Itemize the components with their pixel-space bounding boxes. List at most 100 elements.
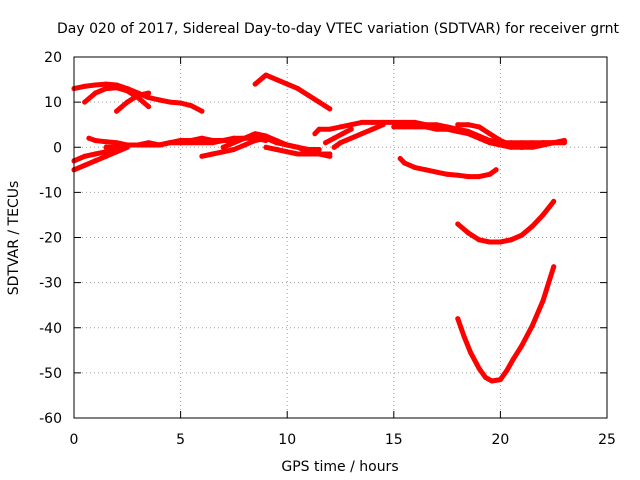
series-17-point-5 [508, 237, 514, 243]
x-tick-label-5: 25 [598, 432, 616, 448]
y-tick-label-7: 10 [44, 95, 62, 111]
series-10-point-6 [327, 151, 333, 157]
series-8-point-3 [231, 147, 237, 152]
series-18-point-8 [510, 356, 516, 362]
series-11-point-1 [316, 126, 322, 132]
x-tick-label-2: 10 [278, 432, 296, 448]
series-0-point-12 [199, 108, 205, 114]
series-9-point-5 [274, 138, 279, 143]
series-16-point-5 [444, 171, 450, 177]
series-15-point-9 [551, 140, 557, 146]
series-7-point-3 [135, 142, 141, 148]
series-15-point-2 [476, 124, 482, 130]
series-9-point-4 [263, 133, 269, 139]
series-8-point-4 [242, 142, 248, 148]
series-12-point-4 [370, 126, 375, 132]
series-2-point-3 [146, 90, 152, 96]
series-6-point-11 [199, 135, 205, 141]
series-10-point-2 [284, 149, 290, 155]
series-0-point-10 [178, 100, 184, 106]
series-16-point-9 [487, 171, 493, 177]
series-17-point-0 [455, 221, 461, 227]
series-7-point-2 [124, 142, 130, 148]
y-tick-label-6: 0 [53, 140, 62, 156]
x-axis-title: GPS time / hours [281, 459, 398, 475]
series-17-point-4 [497, 239, 503, 245]
x-tick-label-0: 0 [70, 432, 79, 448]
series-18-point-10 [529, 323, 535, 328]
series-18-point-1 [461, 334, 467, 340]
series-5-point-3 [103, 149, 109, 155]
series-1-point-1 [92, 90, 98, 96]
series-2-trace [114, 90, 152, 114]
series-14-point-0 [391, 124, 397, 130]
series-12-point-3 [359, 131, 365, 137]
series-16-point-8 [476, 174, 482, 180]
series-11-point-4 [348, 122, 354, 128]
y-tick-label-4: -20 [39, 231, 62, 247]
series-0-point-2 [92, 82, 98, 88]
series-17-point-9 [551, 198, 557, 204]
series-18-point-12 [551, 264, 557, 270]
series-7-point-1 [114, 144, 120, 150]
series-10-point-5 [316, 151, 322, 157]
series-17-point-1 [465, 230, 471, 236]
y-tick-label-2: -40 [39, 321, 62, 337]
series-11-point-8 [391, 119, 397, 125]
series-7-point-8 [188, 140, 194, 146]
series-0-point-9 [167, 99, 173, 105]
series-1-point-4 [124, 88, 130, 94]
series-4-point-2 [92, 158, 98, 164]
series-2-point-2 [135, 92, 141, 98]
plot-area [71, 72, 567, 384]
series-15-point-4 [497, 138, 503, 143]
series-17-trace [455, 198, 557, 245]
series-13-point-2 [340, 131, 346, 137]
series-8-point-2 [220, 149, 226, 155]
series-13-point-0 [323, 140, 329, 146]
series-1-point-0 [82, 99, 88, 105]
series-3-point-4 [295, 86, 301, 92]
y-tick-label-5: -10 [39, 185, 62, 201]
series-0-point-3 [103, 81, 109, 87]
series-9-point-1 [231, 140, 237, 146]
series-4-point-3 [103, 153, 109, 159]
series-11-point-10 [412, 119, 418, 125]
series-13-point-3 [348, 126, 354, 132]
series-0-point-11 [188, 103, 194, 109]
series-8-point-0 [199, 153, 205, 159]
series-7-point-7 [178, 140, 184, 146]
series-3-point-3 [284, 81, 290, 87]
series-15-point-7 [529, 144, 535, 150]
series-0-point-1 [82, 83, 88, 89]
series-13-point-1 [331, 135, 337, 141]
series-8-point-11 [316, 147, 322, 152]
series-2-point-1 [124, 99, 130, 105]
series-8-point-5 [252, 138, 258, 143]
series-1-point-6 [146, 104, 152, 110]
series-10-point-4 [306, 151, 311, 157]
series-18-point-2 [468, 350, 474, 356]
series-3-point-2 [274, 77, 279, 83]
series-11-point-2 [327, 126, 333, 132]
series-17-point-7 [529, 223, 535, 229]
series-9-point-0 [220, 144, 226, 150]
series-17-point-2 [476, 237, 482, 243]
series-3-point-0 [252, 81, 258, 87]
series-18-point-3 [476, 365, 482, 371]
series-11-point-9 [402, 119, 407, 125]
series-16-point-7 [465, 174, 471, 180]
series-14-point-5 [444, 126, 450, 132]
series-16-point-6 [455, 172, 461, 178]
series-7-point-4 [146, 142, 152, 148]
series-3-point-5 [306, 92, 311, 98]
series-5-point-2 [92, 151, 98, 157]
series-15-point-1 [465, 122, 471, 128]
series-14-point-6 [455, 129, 461, 134]
series-11-point-20 [519, 140, 525, 146]
series-16-point-3 [423, 167, 429, 173]
series-6-point-2 [103, 139, 109, 145]
series-18-point-5 [489, 378, 495, 384]
x-tick-label-4: 20 [491, 432, 509, 448]
